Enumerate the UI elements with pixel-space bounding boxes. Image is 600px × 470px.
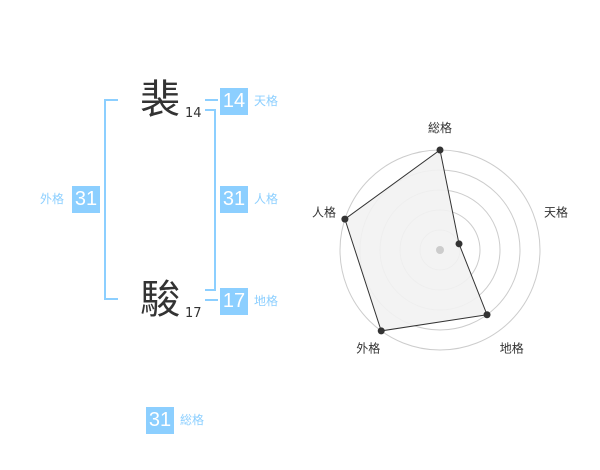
soukaku-value: 31 [146, 407, 174, 434]
surname-character: 裴 [140, 77, 180, 123]
axis-label: 人格 [312, 204, 336, 219]
axis-label: 総格 [428, 120, 452, 135]
gaikaku-bracket [104, 99, 106, 300]
data-point [483, 311, 491, 319]
jinkaku-label: 人格 [254, 192, 279, 206]
center-dot [436, 246, 444, 254]
gaikaku-label: 外格 [40, 192, 65, 206]
data-point [455, 240, 463, 248]
tenkaku-label: 天格 [254, 94, 279, 108]
tenkaku-value: 14 [220, 88, 248, 115]
data-point [341, 215, 349, 223]
given-name-character: 駿 [140, 277, 180, 323]
jinkaku-value: 31 [220, 186, 248, 213]
bracket-line [104, 99, 118, 101]
bracket-line [104, 298, 118, 300]
chikaku-connector [205, 299, 218, 301]
data-point [436, 146, 444, 154]
tenkaku-connector [205, 99, 218, 101]
axis-label: 地格 [500, 341, 524, 356]
axis-label: 外格 [356, 341, 380, 356]
soukaku-label: 総格 [180, 413, 205, 427]
given-name-strokes: 17 [185, 306, 202, 321]
bracket-line [205, 109, 216, 111]
chikaku-label: 地格 [254, 294, 279, 308]
axis-label: 天格 [544, 204, 568, 219]
data-point [377, 327, 385, 335]
bracket-line [205, 289, 216, 291]
radar-area [344, 149, 488, 332]
chikaku-value: 17 [220, 288, 248, 315]
jinkaku-bracket [214, 109, 216, 291]
surname-strokes: 14 [185, 106, 202, 121]
gaikaku-value: 31 [72, 186, 100, 213]
